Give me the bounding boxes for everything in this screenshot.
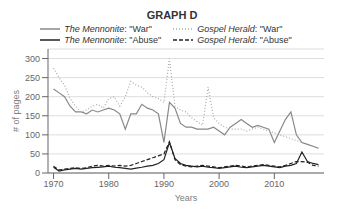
svg-text:2000: 2000 bbox=[209, 179, 229, 189]
svg-text:250: 250 bbox=[25, 73, 40, 83]
html-text:Gospel Herald: "War": Gospel Herald: "War" bbox=[197, 24, 283, 34]
svg-text:100: 100 bbox=[25, 130, 40, 140]
svg-text:2010: 2010 bbox=[264, 179, 284, 189]
svg-text:Years: Years bbox=[175, 193, 198, 203]
svg-text:50: 50 bbox=[30, 149, 40, 159]
svg-text:300: 300 bbox=[25, 54, 40, 64]
svg-text:200: 200 bbox=[25, 92, 40, 102]
svg-text:1980: 1980 bbox=[99, 179, 119, 189]
html-text:The Mennonite: "War": The Mennonite: "War" bbox=[64, 24, 152, 34]
svg-text:0: 0 bbox=[35, 168, 40, 178]
svg-text:1990: 1990 bbox=[154, 179, 174, 189]
svg-text:1970: 1970 bbox=[44, 179, 64, 189]
svg-text:# of pages: # of pages bbox=[11, 89, 21, 132]
html-text:GRAPH D: GRAPH D bbox=[146, 9, 198, 21]
svg-text:150: 150 bbox=[25, 111, 40, 121]
html-text:The Mennonite: "Abuse": The Mennonite: "Abuse" bbox=[64, 35, 162, 45]
html-text:Gospel Herald: "Abuse": Gospel Herald: "Abuse" bbox=[197, 35, 292, 45]
